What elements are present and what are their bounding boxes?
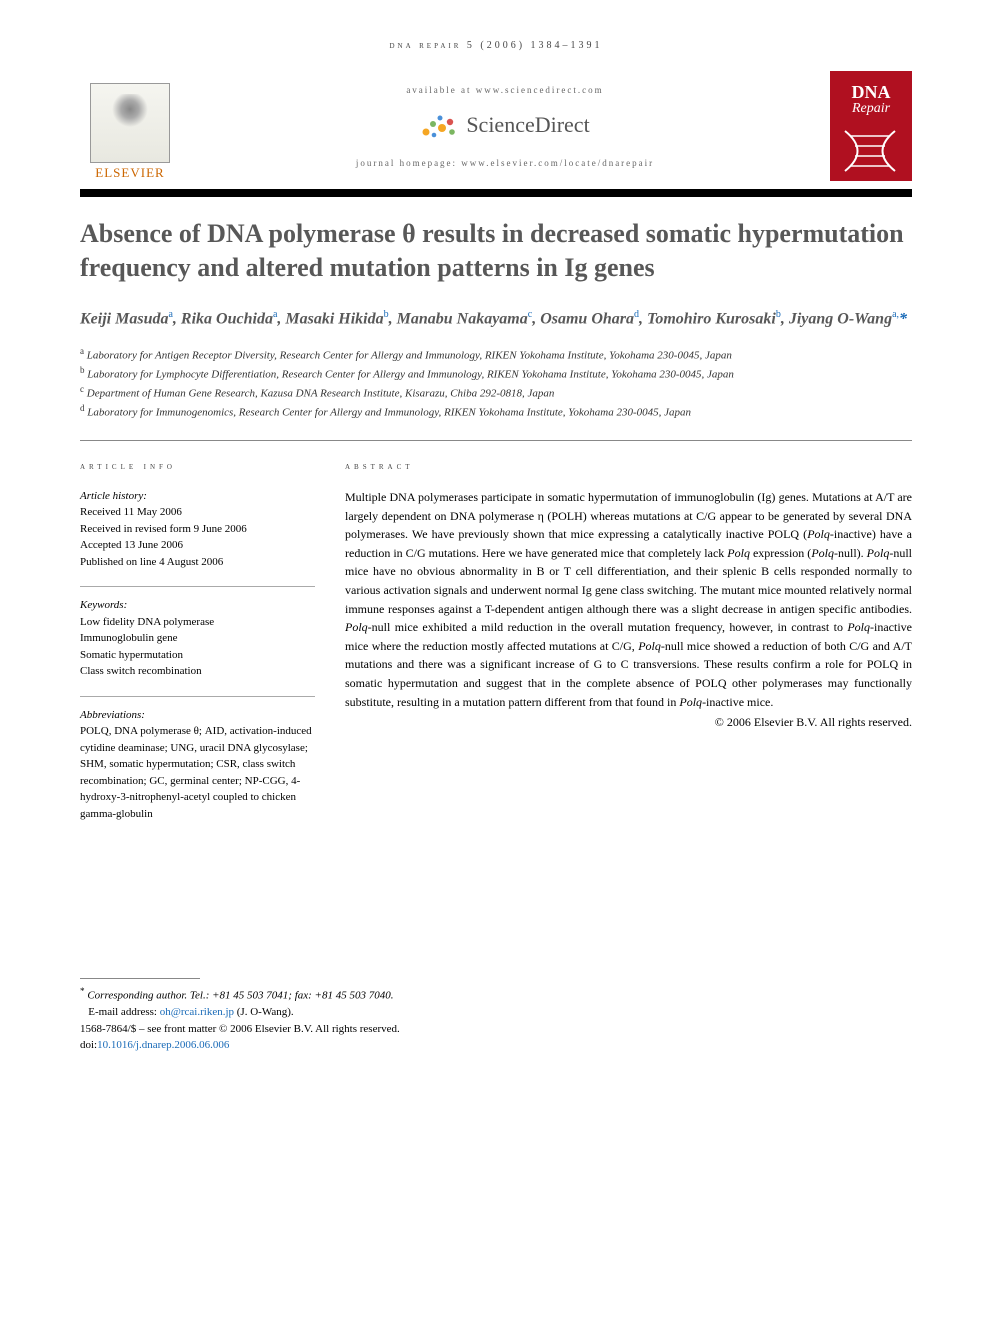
two-column-layout: article info Article history: Received 1… [80,459,912,839]
elsevier-logo: ELSEVIER [80,71,180,181]
sciencedirect-text: ScienceDirect [466,112,589,138]
doi-link[interactable]: 10.1016/j.dnarep.2006.06.006 [97,1039,229,1051]
info-divider [80,696,315,697]
abstract-text: Multiple DNA polymerases participate in … [345,488,912,711]
history-label: Article history: [80,488,315,505]
journal-homepage-text: journal homepage: www.elsevier.com/locat… [200,158,810,168]
article-info-column: article info Article history: Received 1… [80,459,315,839]
sciencedirect-dots-icon [420,110,460,140]
info-divider [80,586,315,587]
email-line: E-mail address: oh@rcai.riken.jp (J. O-W… [80,1004,912,1021]
abbreviations-text: POLQ, DNA polymerase θ; AID, activation-… [80,723,315,822]
abstract-column: abstract Multiple DNA polymerases partic… [345,459,912,839]
center-header: available at www.sciencedirect.com Scien… [180,85,830,168]
journal-cover: DNA Repair [830,71,912,181]
affiliation-line: b Laboratory for Lymphocyte Differentiat… [80,364,912,383]
history-line: Received 11 May 2006 [80,504,315,521]
dna-helix-icon [840,126,900,176]
email-link[interactable]: oh@rcai.riken.jp [160,1006,234,1018]
header-row: ELSEVIER available at www.sciencedirect.… [80,71,912,181]
keyword-line: Somatic hypermutation [80,647,315,664]
abbreviations-label: Abbreviations: [80,707,315,724]
article-history-block: Article history: Received 11 May 2006Rec… [80,488,315,571]
cover-title-line2: Repair [852,101,890,117]
affiliation-line: c Department of Human Gene Research, Kaz… [80,383,912,402]
running-head: dna repair 5 (2006) 1384–1391 [80,40,912,51]
corresponding-author: * Corresponding author. Tel.: +81 45 503… [80,985,912,1004]
copyright-line: © 2006 Elsevier B.V. All rights reserved… [345,713,912,732]
history-line: Accepted 13 June 2006 [80,537,315,554]
doi-line: doi:10.1016/j.dnarep.2006.06.006 [80,1037,912,1054]
keywords-label: Keywords: [80,597,315,614]
divider-line [80,440,912,441]
keyword-line: Class switch recombination [80,663,315,680]
affiliation-line: a Laboratory for Antigen Receptor Divers… [80,345,912,364]
history-line: Received in revised form 9 June 2006 [80,521,315,538]
elsevier-tree-icon [90,83,170,163]
authors: Keiji Masudaa, Rika Ouchidaa, Masaki Hik… [80,307,912,331]
available-at-text: available at www.sciencedirect.com [200,85,810,95]
cover-title-line1: DNA [852,83,891,101]
footer-divider [80,978,200,979]
divider-bar [80,189,912,197]
affiliation-line: d Laboratory for Immunogenomics, Researc… [80,402,912,421]
abbreviations-block: Abbreviations: POLQ, DNA polymerase θ; A… [80,707,315,823]
keywords-block: Keywords: Low fidelity DNA polymeraseImm… [80,597,315,680]
abstract-head: abstract [345,459,912,475]
footer-block: * Corresponding author. Tel.: +81 45 503… [80,978,912,1054]
keyword-line: Low fidelity DNA polymerase [80,614,315,631]
article-title: Absence of DNA polymerase θ results in d… [80,217,912,285]
keyword-line: Immunoglobulin gene [80,630,315,647]
article-info-head: article info [80,459,315,474]
affiliations: a Laboratory for Antigen Receptor Divers… [80,345,912,422]
issn-line: 1568-7864/$ – see front matter © 2006 El… [80,1021,912,1038]
elsevier-label: ELSEVIER [95,165,164,181]
history-line: Published on line 4 August 2006 [80,554,315,571]
sciencedirect-logo: ScienceDirect [420,110,589,140]
